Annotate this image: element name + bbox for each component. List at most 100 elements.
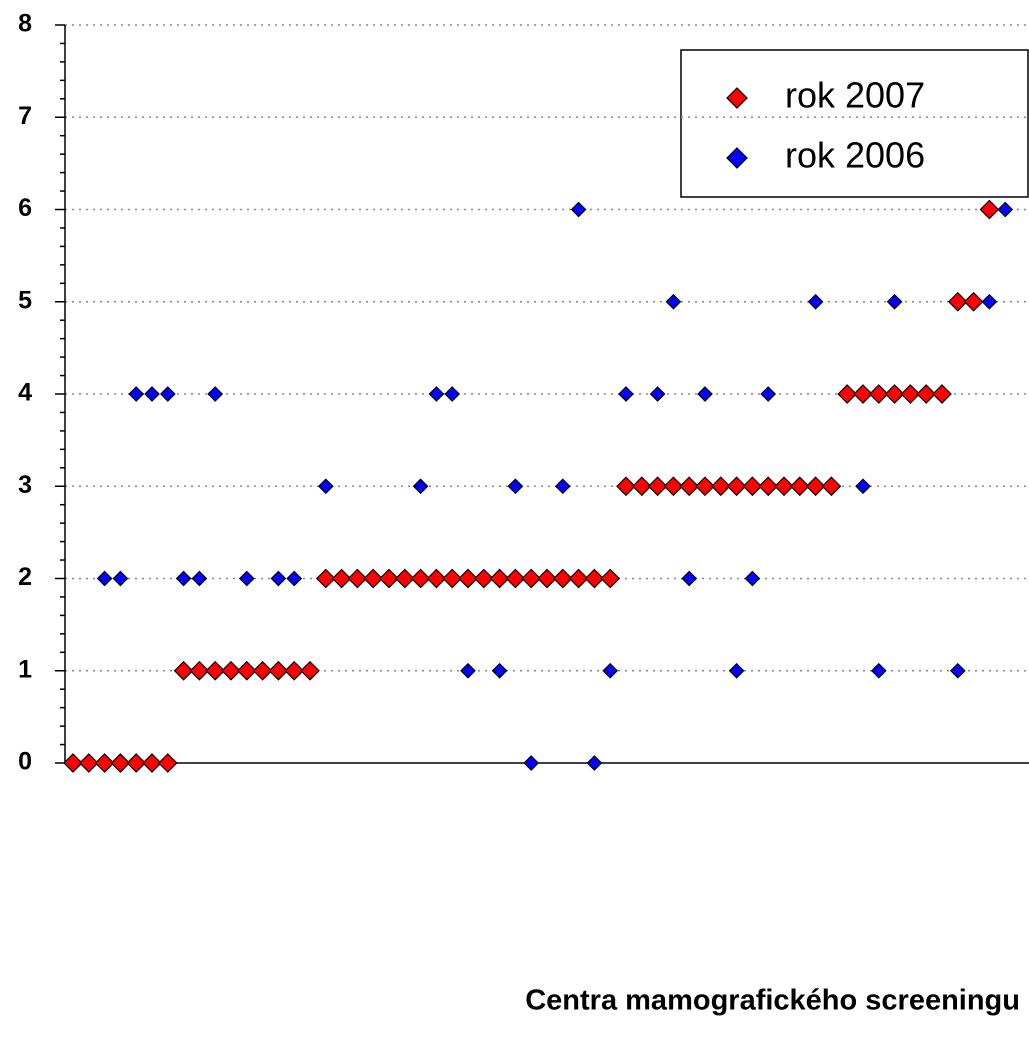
data-point [947, 291, 968, 312]
data-point [710, 476, 731, 497]
data-point [997, 201, 1014, 218]
data-point [663, 476, 684, 497]
data-point [618, 386, 634, 402]
data-point [584, 568, 605, 589]
data-point [78, 753, 99, 773]
data-point [175, 570, 192, 587]
data-point [616, 476, 636, 497]
data-point [444, 386, 461, 402]
data-point [189, 660, 210, 681]
data-point [110, 753, 131, 773]
data-point [173, 660, 194, 681]
data-point [821, 476, 842, 497]
data-point [695, 476, 715, 497]
data-point [602, 662, 619, 679]
data-point [568, 568, 589, 589]
data-point [647, 476, 668, 497]
data-point [460, 662, 476, 679]
data-point [916, 384, 937, 404]
data-point [505, 568, 526, 589]
data-point [126, 753, 147, 773]
data-point [128, 386, 145, 402]
data-point [205, 660, 226, 681]
data-point [900, 384, 921, 404]
y-tick-label: 2 [18, 563, 32, 591]
data-point [252, 660, 273, 681]
data-point [491, 662, 508, 679]
data-point [379, 568, 399, 589]
data-point [886, 293, 903, 310]
legend-label: rok 2006 [785, 135, 925, 176]
data-point [981, 293, 998, 310]
data-point [112, 570, 129, 587]
data-point [207, 386, 224, 402]
data-point [837, 384, 858, 404]
y-tick-label: 6 [18, 194, 32, 222]
data-point [681, 570, 698, 587]
data-point [270, 570, 287, 587]
data-point [728, 662, 745, 679]
data-point [238, 570, 255, 587]
data-point [142, 753, 162, 773]
data-point [410, 568, 431, 589]
data-point [523, 755, 540, 771]
data-point [221, 660, 241, 681]
data-point [726, 476, 747, 497]
data-point [236, 660, 257, 681]
data-point [807, 293, 824, 310]
data-point [932, 384, 952, 404]
data-point [521, 568, 542, 589]
data-point [760, 386, 777, 402]
y-tick-label: 7 [18, 102, 32, 130]
y-tick-label: 5 [18, 286, 32, 314]
x-axis-title: Centra mamografického screeningu [525, 985, 1020, 1017]
data-point [268, 660, 289, 681]
data-point [805, 476, 826, 497]
data-point [697, 386, 713, 402]
data-point [94, 753, 115, 773]
data-point [853, 384, 873, 404]
data-point [317, 478, 334, 495]
data-point [537, 568, 557, 589]
data-point [855, 478, 871, 495]
data-point [554, 478, 571, 495]
legend-marker [726, 147, 748, 169]
data-point [412, 478, 429, 495]
data-point [507, 478, 524, 495]
data-point [157, 753, 178, 773]
y-tick-label: 0 [18, 748, 32, 776]
data-point [473, 568, 494, 589]
data-point [284, 660, 305, 681]
data-point [631, 476, 652, 497]
data-point [96, 570, 113, 587]
data-point [426, 568, 447, 589]
data-point [570, 201, 587, 218]
legend-label: rok 2007 [785, 75, 925, 116]
data-point [286, 570, 303, 587]
data-point [489, 568, 510, 589]
data-point [442, 568, 463, 589]
data-point [428, 386, 445, 402]
data-point [979, 199, 1000, 220]
data-point [363, 568, 384, 589]
y-tick-label: 1 [18, 655, 32, 683]
data-point [144, 386, 160, 402]
data-point [552, 568, 573, 589]
data-point [315, 568, 336, 589]
data-point [600, 568, 621, 589]
data-point [949, 662, 966, 679]
data-point [331, 568, 352, 589]
data-point [458, 568, 478, 589]
data-point [868, 384, 889, 404]
data-point [347, 568, 368, 589]
data-point [300, 660, 320, 681]
data-point [649, 386, 666, 402]
data-point [586, 755, 603, 771]
y-tick-label: 3 [18, 471, 32, 499]
data-point [758, 476, 779, 497]
legend-marker [726, 87, 748, 109]
data-point [884, 384, 905, 404]
data-point [665, 293, 682, 310]
